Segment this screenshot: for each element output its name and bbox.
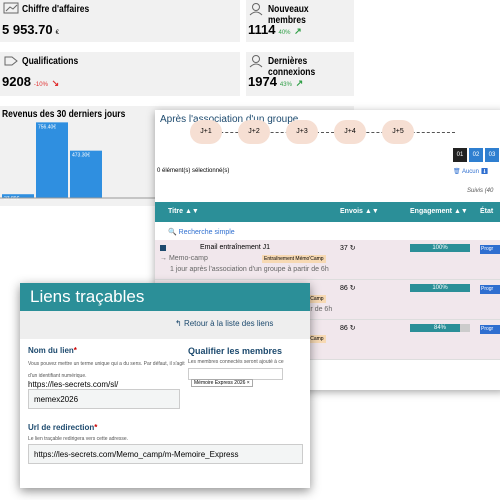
step: J+3	[286, 120, 318, 144]
label: Retour à la liste des liens	[183, 319, 274, 328]
bar	[70, 150, 102, 198]
revenue-chart: 37.89€ 756.40€ 473.30€	[0, 122, 160, 202]
selection-count: 0 élément(s) sélectionné(s)	[157, 168, 230, 174]
label: Memo-camp	[168, 255, 208, 262]
tag-input[interactable]: Mémoire Express 2026 ×	[188, 368, 283, 387]
engagement-bar	[410, 284, 470, 292]
label: Aucun	[461, 169, 479, 175]
url-prefix: https://les-secrets.com/sl/	[28, 380, 119, 389]
stat-card: Qualifications 9208 -10% ↘	[0, 52, 240, 96]
label: 86	[340, 285, 348, 292]
row-title[interactable]: Email entraînement J1	[200, 244, 271, 251]
back-link[interactable]: ↰ Retour à la liste des liens	[175, 319, 274, 328]
column-header[interactable]: Engagement ▲▼	[410, 208, 468, 215]
engagement-label: 84%	[433, 325, 446, 331]
page-button[interactable]: 02	[469, 148, 483, 162]
name-input[interactable]: memex2026	[28, 389, 180, 409]
field-label: Qualifier les membres	[188, 346, 283, 356]
icon	[3, 2, 19, 14]
field-help: Le lien traçable redirigera vers cette a…	[28, 436, 129, 442]
label: 37	[340, 245, 348, 252]
field-label: Nom du lien*	[28, 346, 77, 355]
step: J+5	[382, 120, 414, 144]
column-header[interactable]: Titre ▲▼	[168, 208, 199, 215]
row-sends: 37 ↻	[340, 245, 356, 252]
timeline	[195, 132, 455, 133]
value: 5 953.70	[2, 22, 53, 37]
label: Recherche simple	[178, 229, 235, 236]
bar-label: 473.30€	[72, 153, 90, 159]
unit: €	[55, 30, 59, 36]
column-header[interactable]: Envois ▲▼	[340, 208, 379, 215]
bar	[2, 194, 34, 198]
chart-title: Revenus des 30 derniers jours	[2, 109, 126, 120]
change: 40%	[278, 30, 291, 36]
value: 9208	[2, 74, 31, 89]
stat-card: Chiffre d'affaires 5 953.70 €	[0, 0, 240, 42]
status: Progr	[480, 285, 500, 294]
field-help: Vous pouvez mettre un terme unique qui a…	[28, 361, 185, 379]
row-schedule: 1 jour après l'association d'un groupe à…	[170, 266, 329, 273]
step: J+4	[334, 120, 366, 144]
change: 43%	[279, 82, 292, 88]
page-button[interactable]: 03	[485, 148, 499, 162]
engagement-bar	[410, 324, 461, 332]
label: Url de redirection	[28, 423, 95, 432]
stat-card: Nouveaux membres 1114 40% ↗	[246, 0, 354, 42]
row-sends: 86 ↻	[340, 325, 356, 332]
url-input[interactable]: https://les-secrets.com/Memo_camp/m-Memo…	[28, 444, 303, 464]
none-button[interactable]: 🗑 Aucun ⬇	[453, 169, 489, 175]
stat-value: 1114 40% ↗	[248, 22, 302, 37]
engagement-label: 100%	[432, 245, 448, 251]
table-row: Email entraînement J1 → Memo-camp Entraîne…	[155, 240, 500, 280]
field-help: Les membres connectés seront ajouté à ce	[188, 359, 284, 365]
value: 1114	[248, 22, 276, 37]
icon	[249, 3, 263, 16]
tag: Mémoire Express 2026 ×	[191, 379, 253, 387]
bar-label: 756.40€	[38, 124, 56, 130]
table-header	[155, 202, 500, 222]
page-button[interactable]: 01	[453, 148, 467, 162]
row-group: → Memo-camp	[160, 255, 208, 262]
status: Progr	[480, 245, 500, 254]
field-label: Url de redirection*	[28, 423, 98, 432]
tracked-links-form: Liens traçables ↰ Retour à la liste des …	[20, 283, 310, 488]
toolbar	[20, 311, 310, 339]
row-tag: Entraînement Mémo'Camp	[262, 255, 326, 263]
stat-card: Dernières connexions 1974 43% ↗	[246, 52, 354, 96]
form-title: Liens traçables	[20, 283, 310, 311]
engagement-bar	[410, 244, 470, 252]
stat-title: Nouveaux membres	[268, 4, 309, 26]
label: Mémoire Express 2026	[194, 380, 246, 386]
column-header[interactable]: État	[480, 208, 494, 215]
followed-count: Suivis (40	[467, 188, 494, 194]
bar	[36, 122, 68, 198]
stat-value: 9208 -10% ↘	[2, 74, 60, 89]
label: 86	[340, 325, 348, 332]
change: -10%	[33, 82, 48, 88]
value: 1974	[248, 74, 277, 89]
step: J+2	[238, 120, 270, 144]
stat-value: 5 953.70 €	[2, 22, 59, 37]
icon	[4, 56, 18, 66]
checkbox[interactable]	[160, 245, 166, 251]
row-sends: 86 ↻	[340, 285, 356, 292]
step: J+1	[190, 120, 222, 144]
bar-label: 37.89€	[4, 196, 20, 202]
campaign-panel: Après l'association d'un groupe 0 élémen…	[155, 110, 500, 390]
stat-title: Qualifications	[22, 56, 79, 67]
engagement-label: 100%	[432, 285, 448, 291]
status: Progr	[480, 325, 500, 334]
stat-title: Dernières connexions	[268, 56, 316, 78]
stat-value: 1974 43% ↗	[248, 74, 304, 89]
label: Nom du lien	[28, 346, 74, 355]
stat-title: Chiffre d'affaires	[22, 4, 90, 15]
icon	[249, 55, 263, 68]
panel-title: Après l'association d'un groupe	[160, 114, 299, 125]
search-link[interactable]: 🔍 Recherche simple	[168, 229, 235, 236]
